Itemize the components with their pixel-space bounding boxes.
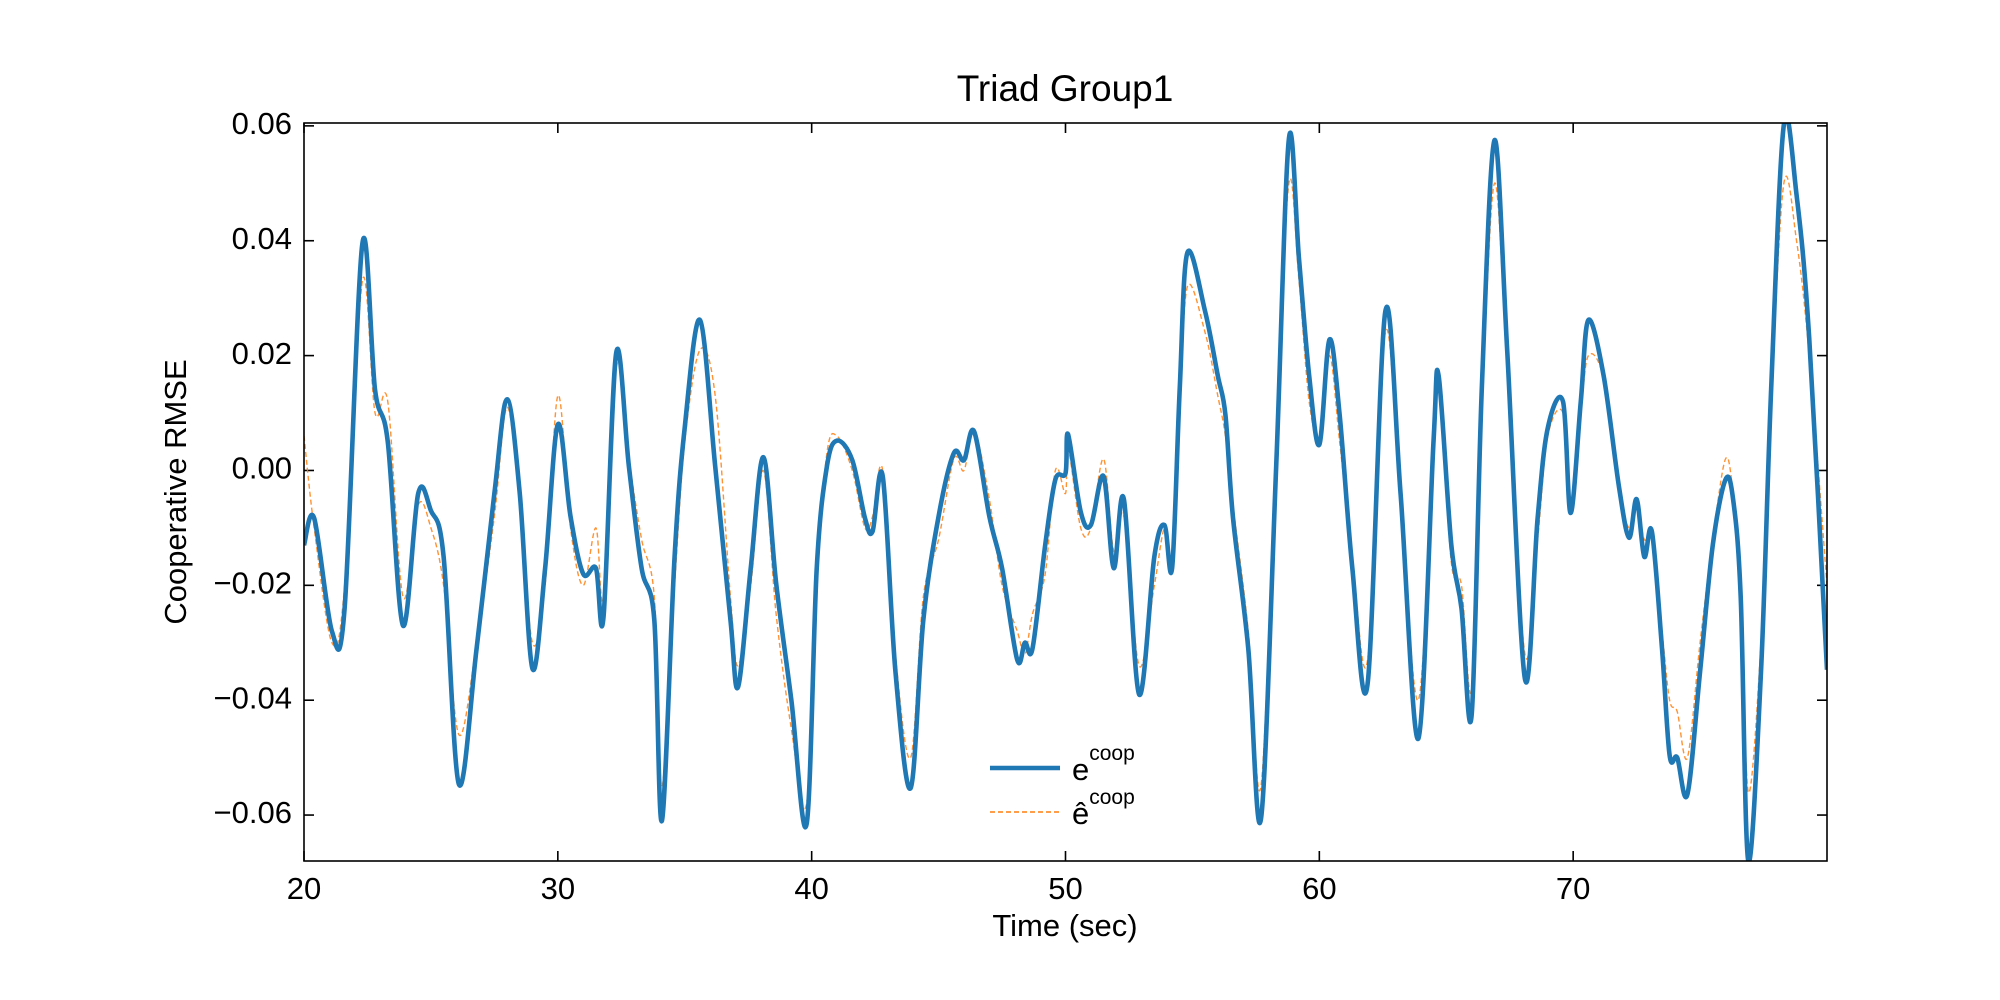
- legend-name: e: [1072, 752, 1089, 787]
- plot-frame: [303, 122, 1828, 862]
- y-tick-label: 0.02: [232, 336, 292, 371]
- y-axis-label: Cooperative RMSE: [158, 359, 193, 624]
- plot-area: [304, 123, 1827, 861]
- legend-label: êcoop: [1072, 786, 1135, 832]
- x-tick-label: 50: [1048, 871, 1082, 906]
- series-line: [304, 123, 1827, 861]
- legend-superscript: coop: [1089, 786, 1135, 809]
- legend-superscript: coop: [1089, 742, 1135, 765]
- x-tick-label: 20: [287, 871, 321, 906]
- y-tick-label: −0.04: [214, 680, 292, 715]
- y-tick-label: 0.04: [232, 221, 292, 256]
- x-axis-label: Time (sec): [992, 908, 1137, 943]
- legend-name: ê: [1072, 796, 1089, 831]
- y-tick-label: 0.00: [232, 451, 292, 486]
- x-tick-label: 60: [1302, 871, 1336, 906]
- x-tick-label: 70: [1556, 871, 1590, 906]
- x-tick-label: 30: [541, 871, 575, 906]
- legend-label: ecoop: [1072, 742, 1135, 788]
- series-line: [304, 175, 1827, 810]
- chart-title: Triad Group1: [957, 68, 1174, 109]
- y-tick-label: 0.06: [232, 106, 292, 141]
- y-tick-label: −0.02: [214, 566, 292, 601]
- y-tick-label: −0.06: [214, 795, 292, 830]
- x-tick-label: 40: [794, 871, 828, 906]
